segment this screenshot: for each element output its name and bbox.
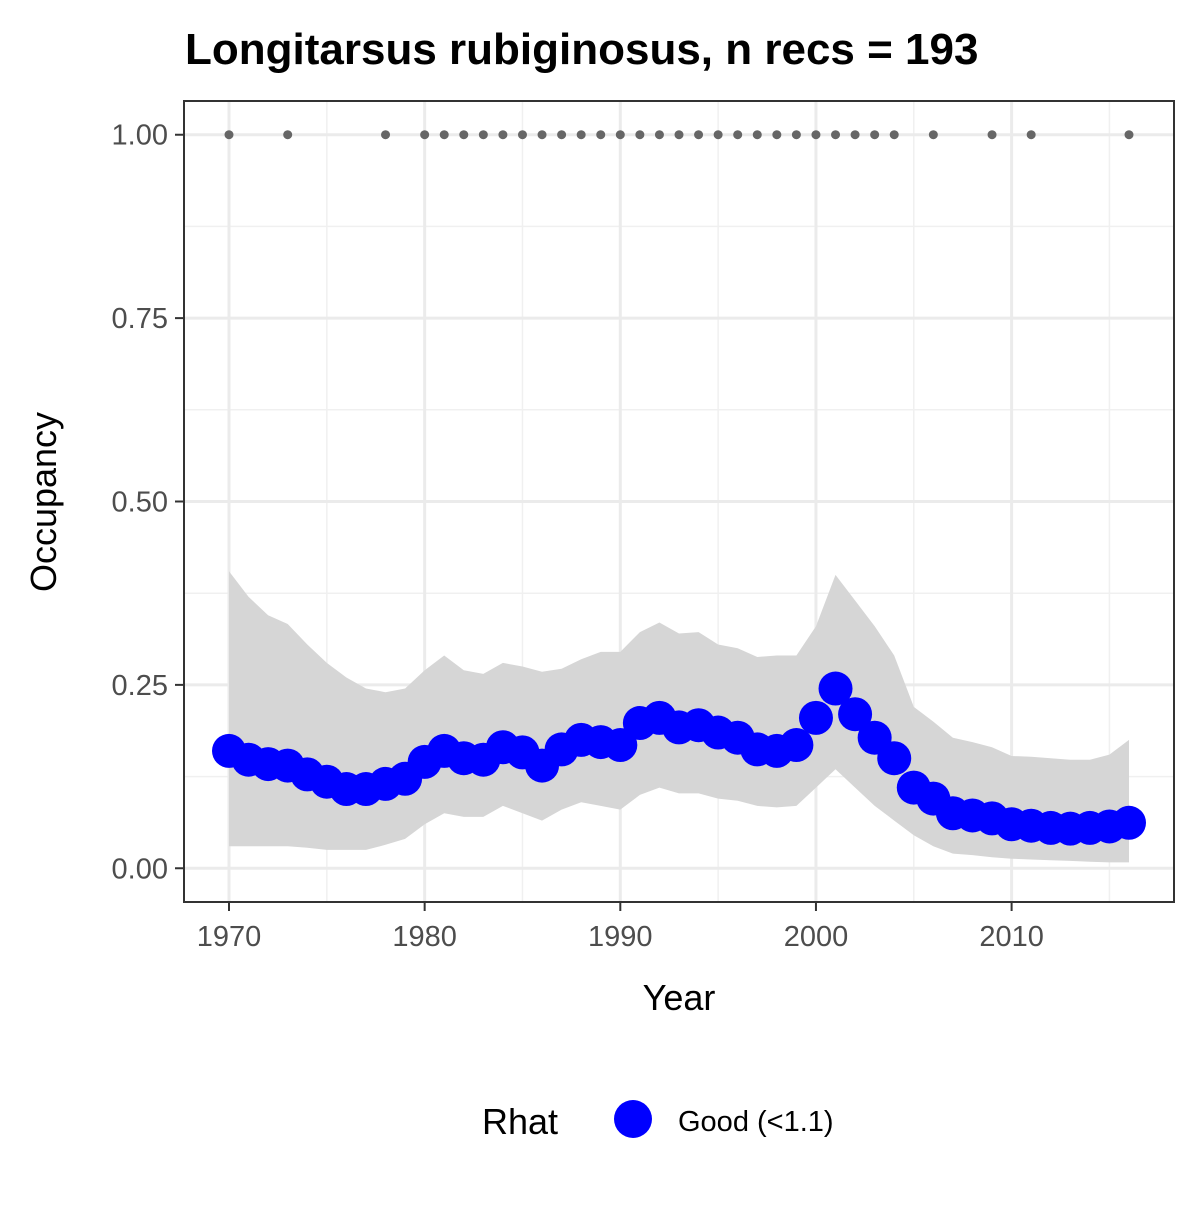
observed-record-point (850, 130, 860, 140)
occupancy-point (779, 728, 814, 763)
x-tick-label: 1990 (588, 921, 653, 953)
legend-key-good (614, 1100, 652, 1138)
observed-record-point (439, 130, 449, 140)
observed-record-point (654, 130, 664, 140)
observed-record-point (831, 130, 841, 140)
y-tick-label: 0.25 (112, 670, 168, 702)
observed-record-point (478, 130, 488, 140)
x-axis-title: Year (643, 977, 716, 1018)
series-layer (212, 671, 1146, 846)
observed-record-point (987, 130, 997, 140)
y-tick-label: 0.00 (112, 853, 168, 885)
observed-record-point (459, 130, 469, 140)
observed-record-point (596, 130, 606, 140)
observed-record-point (713, 130, 723, 140)
observed-record-point (791, 130, 801, 140)
observed-record-point (517, 130, 527, 140)
occupancy-point (877, 741, 912, 776)
legend: Rhat Good (<1.1) (482, 1100, 834, 1142)
observed-record-point (1026, 130, 1036, 140)
observed-record-point (576, 130, 586, 140)
observed-layer (224, 130, 1134, 140)
observed-record-point (889, 130, 899, 140)
observed-record-point (557, 130, 567, 140)
occupancy-point (818, 671, 853, 706)
observed-record-point (811, 130, 821, 140)
occupancy-point (603, 728, 638, 763)
observed-record-point (674, 130, 684, 140)
x-tick-label: 1980 (392, 921, 457, 953)
legend-label-good: Good (<1.1) (678, 1106, 834, 1138)
observed-record-point (870, 130, 880, 140)
observed-record-point (420, 130, 430, 140)
y-tick-label: 0.75 (112, 303, 168, 335)
legend-title: Rhat (482, 1101, 558, 1142)
observed-record-point (752, 130, 762, 140)
y-axis-title: Occupancy (23, 412, 64, 592)
observed-record-point (615, 130, 625, 140)
x-tick-label: 2010 (979, 921, 1044, 953)
observed-record-point (928, 130, 938, 140)
occupancy-point (1112, 805, 1146, 840)
y-tick-label: 1.00 (112, 120, 168, 152)
observed-record-point (635, 130, 645, 140)
observed-record-point (537, 130, 547, 140)
observed-record-point (733, 130, 743, 140)
occupancy-point (838, 697, 873, 732)
y-tick-label: 0.50 (112, 487, 168, 519)
chart-title: Longitarsus rubiginosus, n recs = 193 (185, 25, 978, 74)
x-tick-label: 2000 (784, 921, 849, 953)
occupancy-point (798, 700, 833, 735)
x-tick-label: 1970 (197, 921, 262, 953)
observed-record-point (772, 130, 782, 140)
observed-record-point (283, 130, 293, 140)
observed-record-point (694, 130, 704, 140)
observed-record-point (224, 130, 234, 140)
observed-record-point (1124, 130, 1134, 140)
tick-layer: 0.00 0.25 0.50 0.75 1.00 1970 1980 1990 2000 2010 (112, 120, 1044, 953)
observed-record-point (381, 130, 391, 140)
observed-record-point (498, 130, 508, 140)
